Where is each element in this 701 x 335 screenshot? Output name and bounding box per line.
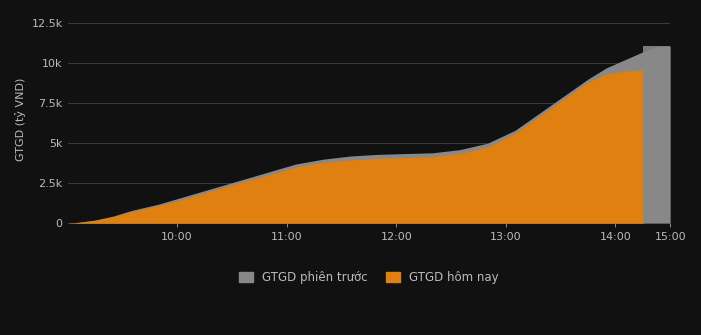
Bar: [643, 46, 670, 223]
Legend: GTGD phiên trước, GTGD hôm nay: GTGD phiên trước, GTGD hôm nay: [239, 271, 499, 284]
Y-axis label: GTGD (tỷ VND): GTGD (tỷ VND): [15, 77, 26, 161]
